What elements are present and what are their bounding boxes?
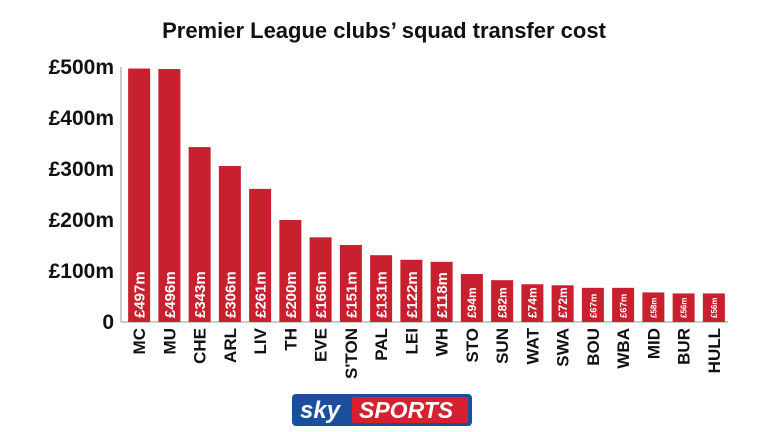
bar-data-label: £200m xyxy=(283,271,300,318)
bar xyxy=(642,292,665,322)
bar-data-label: £72m xyxy=(556,287,570,318)
bar-data-label: £122m xyxy=(404,271,421,318)
bar-data-label: £56m xyxy=(710,298,719,318)
x-tick-label: WBA xyxy=(614,328,633,369)
bar-data-label: £306m xyxy=(222,271,239,318)
bar xyxy=(460,274,483,322)
bar xyxy=(521,284,544,322)
x-tick-label: MU xyxy=(160,328,179,354)
y-tick-label: £100m xyxy=(49,260,114,283)
x-tick-label: BOU xyxy=(584,328,603,366)
bar-data-label: £496m xyxy=(162,271,179,318)
bar-data-label: £67m xyxy=(588,294,599,318)
x-tick-label: EVE xyxy=(312,328,331,362)
x-tick-label: HULL xyxy=(705,328,724,373)
bar xyxy=(612,287,635,322)
chart-title: Premier League clubs’ squad transfer cos… xyxy=(162,18,606,43)
logo-sky-text: sky xyxy=(300,397,342,424)
bar-data-label: £131m xyxy=(374,271,391,318)
y-tick-label: £500m xyxy=(49,56,114,79)
bar-data-label: £74m xyxy=(526,287,540,318)
bar xyxy=(702,293,725,322)
x-tick-label: SWA xyxy=(554,328,573,367)
bar-data-label: £56m xyxy=(680,298,689,318)
x-tick-label: SUN xyxy=(493,328,512,364)
y-tick-label: £400m xyxy=(49,107,114,130)
bar xyxy=(158,69,181,322)
bar xyxy=(430,261,453,322)
x-axis-ticks: MC MU CHE ARL LIV TH EVE S'TON PAL LEI WH STO SUN WAT… xyxy=(130,327,724,379)
x-tick-label: TH xyxy=(281,328,300,351)
bar xyxy=(491,280,514,322)
x-tick-label: PAL xyxy=(372,328,391,361)
bar-data-label: £118m xyxy=(434,272,451,318)
x-tick-label: CHE xyxy=(191,328,210,364)
bar xyxy=(309,237,332,322)
bar-data-label: £497m xyxy=(132,271,149,318)
x-tick-label: STO xyxy=(463,328,482,363)
bar-data-label: £58m xyxy=(649,298,658,318)
logo-sports-panel xyxy=(352,397,468,423)
bar xyxy=(128,68,151,322)
bar-data-label: £166m xyxy=(313,271,330,318)
bars-group: £497m £496m £343m £306m £261m £200m £166m £151m… xyxy=(128,68,725,322)
x-tick-label: LEI xyxy=(402,328,421,354)
logo-sports-text: SPORTS xyxy=(359,397,454,423)
bar-data-label: £151m xyxy=(343,271,360,318)
bar-data-label: £261m xyxy=(253,271,270,318)
x-tick-label: ARL xyxy=(221,328,240,363)
bar-data-label: £67m xyxy=(619,294,630,318)
y-tick-label: £200m xyxy=(49,209,114,232)
bar xyxy=(279,220,302,322)
x-tick-label: WAT xyxy=(523,327,542,364)
bar xyxy=(672,293,695,322)
bar xyxy=(370,255,393,322)
y-tick-label: £300m xyxy=(49,158,114,181)
bar xyxy=(581,287,604,322)
y-tick-label: 0 xyxy=(102,311,114,334)
x-tick-label: S'TON xyxy=(342,328,361,379)
bar xyxy=(188,147,211,322)
bar-data-label: £94m xyxy=(465,287,479,318)
bar xyxy=(218,165,241,322)
bar xyxy=(339,244,362,322)
bar xyxy=(551,285,574,322)
x-tick-label: BUR xyxy=(675,328,694,365)
x-tick-label: MC xyxy=(130,328,149,354)
bar-data-label: £343m xyxy=(192,271,209,318)
x-tick-label: LIV xyxy=(251,327,270,354)
x-tick-label: MID xyxy=(644,328,663,359)
bar xyxy=(249,188,272,322)
bar-data-label: £82m xyxy=(495,287,509,318)
x-tick-label: WH xyxy=(433,328,452,356)
sky-sports-logo: sky SPORTS xyxy=(292,394,472,426)
y-axis-ticks: 0 £100m £200m £300m £400m £500m xyxy=(49,56,114,334)
bar xyxy=(400,259,423,322)
